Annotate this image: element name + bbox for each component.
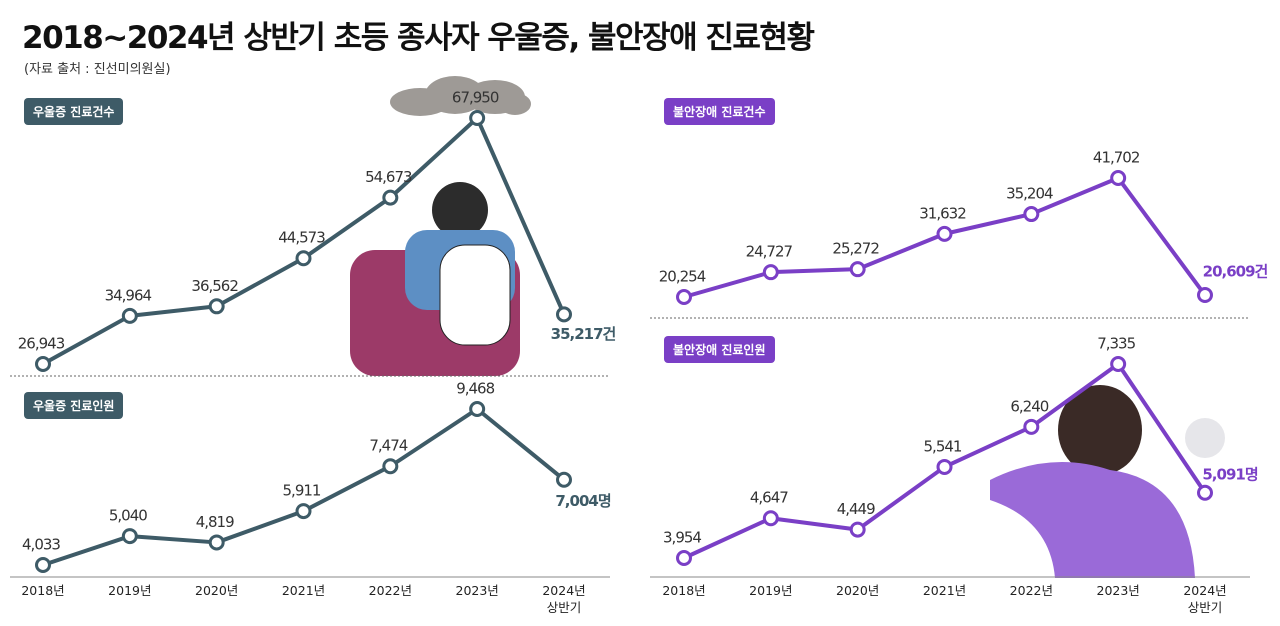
point bbox=[208, 534, 225, 551]
point bbox=[35, 356, 51, 372]
value-label: 3,954 bbox=[663, 529, 701, 547]
point bbox=[556, 306, 572, 323]
x-tick-label: 2019년 bbox=[749, 583, 793, 598]
point bbox=[762, 264, 779, 281]
value-label: 20,609건 bbox=[1203, 263, 1268, 281]
value-label: 5,911 bbox=[283, 482, 321, 500]
value-label: 5,091명 bbox=[1202, 465, 1257, 483]
value-label: 25,272 bbox=[832, 240, 879, 258]
value-label: 6,240 bbox=[1010, 397, 1048, 415]
value-label: 4,647 bbox=[750, 489, 788, 507]
chart-badge: 불안장애 진료건수 bbox=[664, 98, 775, 125]
point bbox=[762, 510, 779, 527]
point bbox=[1197, 484, 1213, 501]
point bbox=[295, 250, 312, 267]
point bbox=[1110, 170, 1127, 186]
value-label: 67,950 bbox=[452, 89, 499, 107]
value-label: 4,449 bbox=[837, 500, 875, 518]
point bbox=[936, 225, 953, 242]
chart-badge: 우울증 진료건수 bbox=[24, 98, 124, 125]
x-tick-label: 2024년 상반기 bbox=[1183, 583, 1227, 615]
value-label: 5,541 bbox=[924, 437, 962, 455]
x-tick-label: 2023년 bbox=[1096, 583, 1140, 598]
value-label: 31,632 bbox=[919, 204, 966, 222]
point bbox=[382, 458, 399, 475]
value-label: 7,335 bbox=[1097, 335, 1135, 353]
point bbox=[676, 550, 692, 566]
value-label: 54,673 bbox=[365, 168, 412, 186]
chart-badge: 우울증 진료인원 bbox=[24, 392, 124, 419]
x-tick-label: 2022년 bbox=[1009, 583, 1053, 598]
cloud bbox=[390, 76, 531, 116]
value-label: 24,727 bbox=[746, 243, 793, 261]
x-tick-label: 2023년 bbox=[455, 583, 499, 598]
value-label: 35,204 bbox=[1006, 185, 1053, 203]
point bbox=[295, 503, 312, 520]
value-label: 41,702 bbox=[1093, 149, 1140, 167]
value-label: 4,033 bbox=[22, 536, 60, 554]
source: (자료 출처 : 진선미의원실) bbox=[24, 62, 171, 77]
point bbox=[849, 521, 866, 538]
point bbox=[208, 298, 225, 315]
point bbox=[849, 261, 866, 278]
point bbox=[676, 289, 692, 305]
x-tick-label: 2019년 bbox=[108, 583, 152, 598]
x-tick-label: 2021년 bbox=[922, 583, 967, 598]
point bbox=[936, 458, 953, 475]
chart-badge: 불안장애 진료인원 bbox=[664, 336, 775, 363]
illustration bbox=[350, 182, 1225, 578]
value-label: 35,217건 bbox=[551, 325, 616, 343]
value-label: 36,562 bbox=[191, 277, 238, 295]
point bbox=[556, 471, 572, 488]
page-title: 2018~2024년 상반기 초등 종사자 우울증, 불안장애 진료현황 bbox=[22, 20, 815, 56]
point bbox=[1110, 356, 1127, 372]
value-label: 4,819 bbox=[196, 513, 234, 531]
value-label: 20,254 bbox=[659, 268, 706, 286]
x-tick-label: 2024년 상반기 bbox=[542, 583, 586, 615]
value-label: 9,468 bbox=[456, 380, 494, 398]
point bbox=[469, 110, 486, 126]
point bbox=[1023, 206, 1040, 223]
value-label: 34,964 bbox=[105, 286, 152, 304]
point bbox=[121, 307, 138, 324]
point bbox=[121, 528, 138, 545]
point bbox=[1197, 287, 1213, 304]
value-label: 5,040 bbox=[109, 507, 147, 525]
value-label: 44,573 bbox=[278, 229, 325, 247]
x-tick-label: 2018년 bbox=[21, 583, 65, 598]
point bbox=[35, 557, 51, 573]
x-tick-label: 2018년 bbox=[662, 583, 706, 598]
point bbox=[382, 189, 399, 206]
value-label: 7,004명 bbox=[555, 492, 610, 510]
point bbox=[1023, 418, 1040, 435]
value-label: 7,474 bbox=[369, 437, 407, 455]
x-tick-label: 2020년 bbox=[195, 583, 239, 598]
point bbox=[469, 401, 486, 417]
x-tick-label: 2021년 bbox=[281, 583, 326, 598]
x-tick-label: 2022년 bbox=[368, 583, 412, 598]
value-label: 26,943 bbox=[18, 335, 65, 353]
x-tick-label: 2020년 bbox=[836, 583, 880, 598]
